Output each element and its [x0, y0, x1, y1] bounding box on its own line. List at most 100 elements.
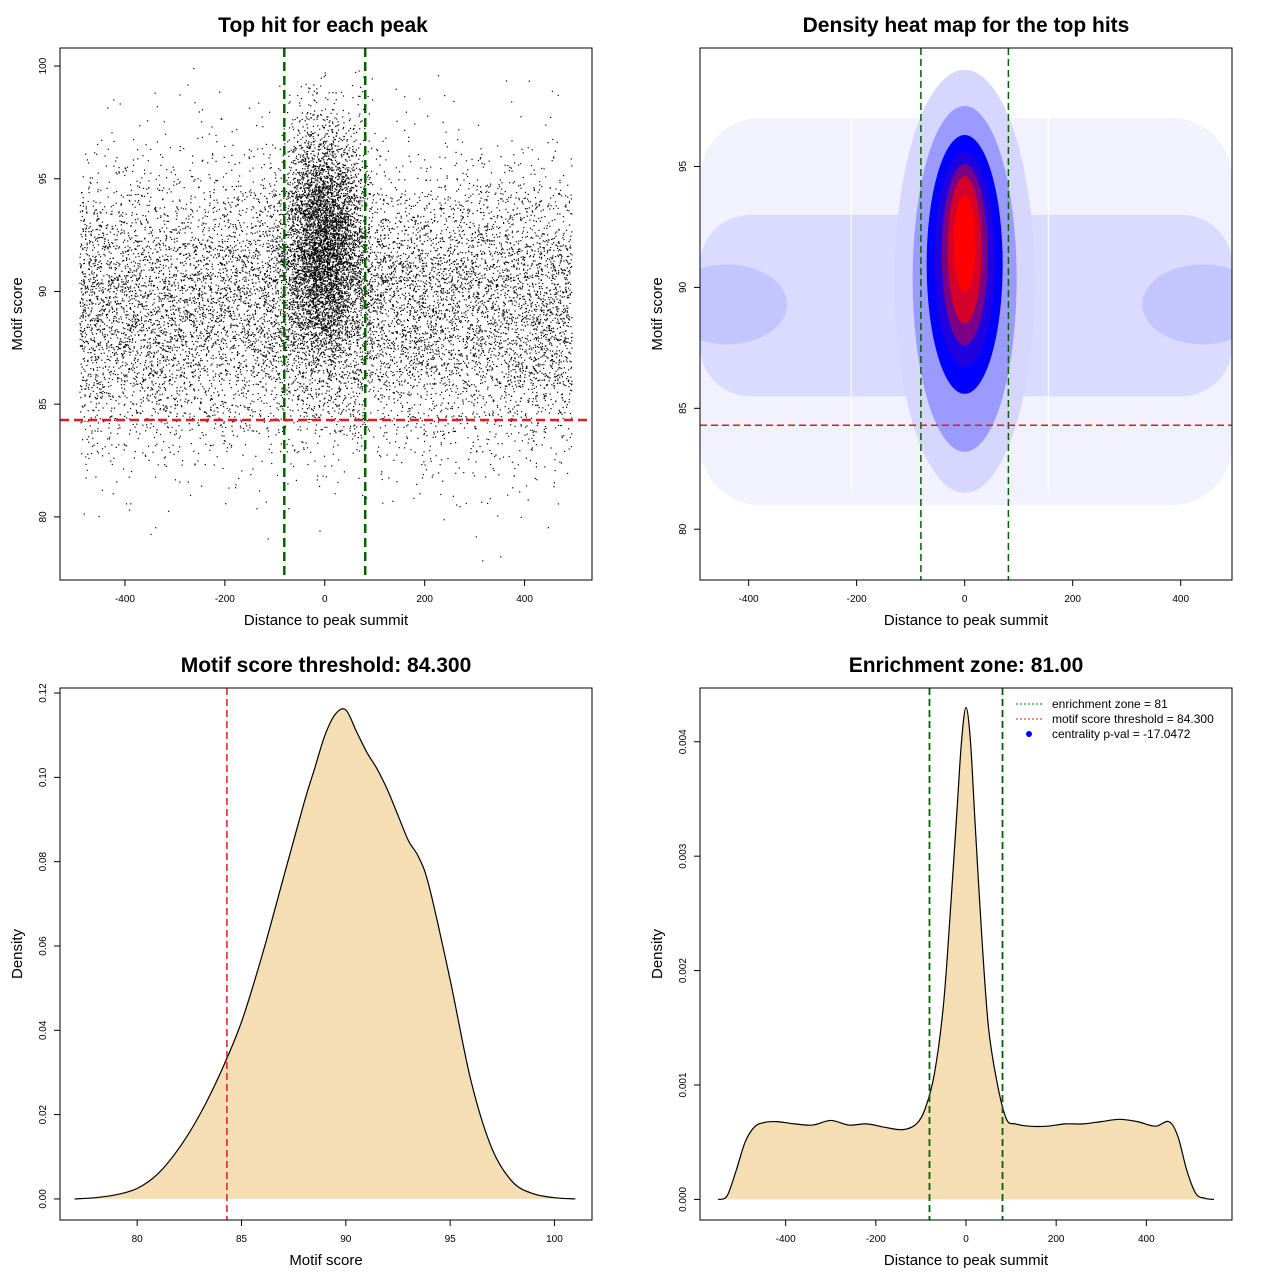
scatter-point: [183, 367, 185, 369]
scatter-point: [384, 280, 386, 282]
scatter-point: [297, 339, 299, 341]
scatter-point: [342, 243, 344, 246]
scatter-point: [535, 202, 537, 204]
scatter-point: [540, 411, 543, 413]
scatter-point: [532, 429, 534, 431]
scatter-point: [253, 319, 255, 321]
scatter-point: [350, 177, 352, 179]
scatter-point: [345, 304, 347, 306]
scatter-point: [332, 279, 334, 281]
scatter-point: [342, 128, 344, 130]
scatter-point: [360, 314, 362, 316]
scatter-point: [487, 291, 489, 293]
scatter-point: [441, 278, 443, 280]
scatter-point: [146, 346, 148, 348]
scatter-point: [491, 228, 493, 230]
scatter-point: [337, 334, 339, 336]
scatter-point: [307, 270, 309, 272]
scatter-point: [385, 288, 387, 290]
scatter-point: [332, 245, 334, 247]
scatter-point: [446, 309, 448, 311]
scatter-point: [270, 363, 272, 365]
scatter-point: [505, 340, 507, 342]
scatter-point: [337, 283, 339, 285]
scatter-point: [538, 305, 540, 307]
scatter-point: [347, 221, 349, 223]
scatter-point: [93, 265, 95, 267]
scatter-point: [156, 251, 158, 253]
scatter-point: [565, 195, 567, 197]
scatter-point: [198, 259, 200, 261]
scatter-point: [315, 217, 317, 219]
scatter-point: [352, 319, 354, 321]
scatter-point: [331, 162, 333, 164]
scatter-point: [194, 398, 196, 400]
scatter-point: [438, 472, 440, 474]
scatter-point: [165, 133, 167, 135]
scatter-point: [277, 328, 279, 330]
scatter-point: [481, 281, 483, 283]
scatter-point: [562, 244, 564, 246]
scatter-point: [162, 242, 164, 244]
scatter-point: [278, 168, 280, 170]
scatter-point: [338, 222, 340, 224]
scatter-point: [295, 297, 297, 299]
scatter-point: [282, 328, 284, 330]
scatter-point: [198, 295, 201, 297]
scatter-point: [417, 255, 419, 257]
scatter-point: [187, 362, 189, 364]
scatter-point: [437, 317, 439, 319]
scatter-point: [404, 239, 406, 241]
scatter-point: [299, 171, 301, 173]
scatter-point: [431, 476, 433, 478]
scatter-point: [231, 331, 234, 333]
scatter-point: [310, 314, 312, 316]
scatter-point: [207, 269, 209, 271]
scatter-point: [207, 374, 209, 376]
scatter-point: [323, 232, 325, 234]
scatter-point: [271, 452, 273, 454]
scatter-point: [242, 341, 245, 344]
scatter-point: [159, 359, 161, 362]
scatter-point: [528, 293, 530, 295]
scatter-point: [362, 301, 364, 303]
scatter-point: [347, 198, 349, 200]
scatter-point: [433, 305, 435, 307]
scatter-point: [309, 322, 311, 324]
scatter-point: [555, 427, 557, 429]
scatter-point: [524, 246, 526, 248]
scatter-point: [339, 245, 341, 247]
scatter-point: [340, 305, 342, 307]
scatter-point: [294, 163, 296, 165]
scatter-point: [361, 193, 363, 195]
scatter-point: [321, 191, 323, 193]
scatter-point: [355, 167, 357, 169]
scatter-point: [350, 220, 352, 222]
scatter-point: [394, 325, 396, 328]
scatter-point: [494, 423, 496, 425]
scatter-point: [190, 366, 192, 368]
scatter-point: [521, 236, 523, 239]
scatter-point: [292, 259, 295, 261]
scatter-point: [252, 372, 254, 374]
scatter-point: [315, 302, 317, 304]
scatter-point: [205, 338, 207, 340]
scatter-point: [95, 239, 97, 241]
scatter-point: [535, 310, 537, 312]
scatter-point: [524, 208, 527, 210]
scatter-point: [243, 395, 245, 397]
scatter-point: [164, 349, 166, 351]
scatter-point: [297, 95, 299, 97]
scatter-point: [526, 344, 528, 346]
scatter-point: [539, 297, 541, 300]
scatter-point: [401, 193, 403, 195]
scatter-point: [276, 271, 278, 273]
scatter-point: [120, 302, 122, 304]
scatter-point: [151, 232, 153, 234]
scatter-point: [171, 319, 173, 321]
scatter-point: [467, 327, 469, 329]
scatter-point: [407, 331, 409, 333]
scatter-point: [302, 195, 304, 197]
scatter-point: [325, 142, 327, 144]
scatter-point: [320, 380, 322, 382]
